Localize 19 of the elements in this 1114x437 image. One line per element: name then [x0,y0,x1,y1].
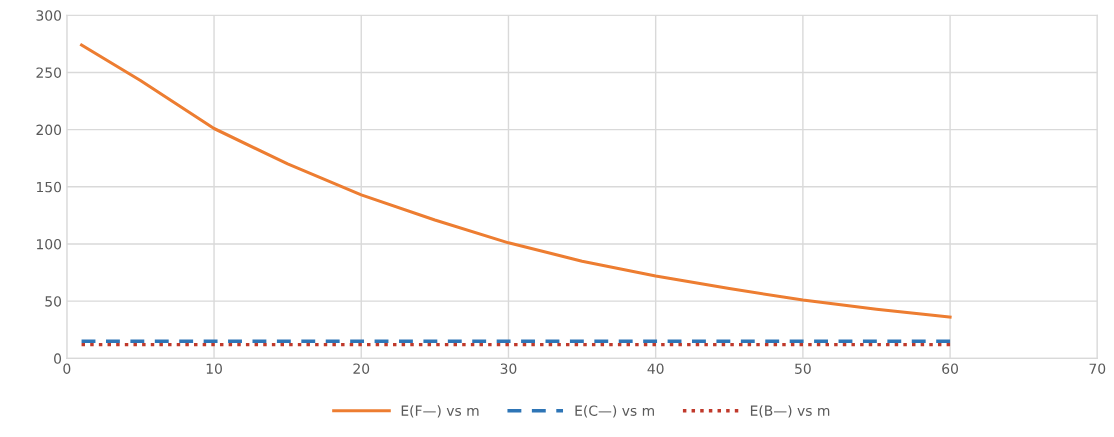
x-tick-label: 30 [500,363,517,374]
x-tick-label: 70 [1089,363,1106,374]
x-tick-label: 0 [63,363,71,374]
legend-label: E(C—) vs m [575,405,654,418]
y-tick-label: 250 [36,67,62,78]
y-tick-label: 200 [36,124,62,136]
y-tick-label: 50 [45,296,62,307]
y-tick-label: 100 [36,238,62,250]
legend-label: E(F—) vs m [401,405,479,418]
line-series [80,43,952,319]
x-tick-label: 40 [647,363,664,374]
legend-label: E(B—) vs m [750,405,830,418]
y-tick-label: 0 [54,353,62,364]
x-tick-label: 10 [206,363,222,374]
y-tick-label: 150 [36,181,62,193]
x-tick-label: 50 [795,363,811,374]
y-tick-label: 300 [36,10,62,21]
x-tick-label: 60 [942,363,958,374]
x-tick-label: 20 [353,363,370,374]
